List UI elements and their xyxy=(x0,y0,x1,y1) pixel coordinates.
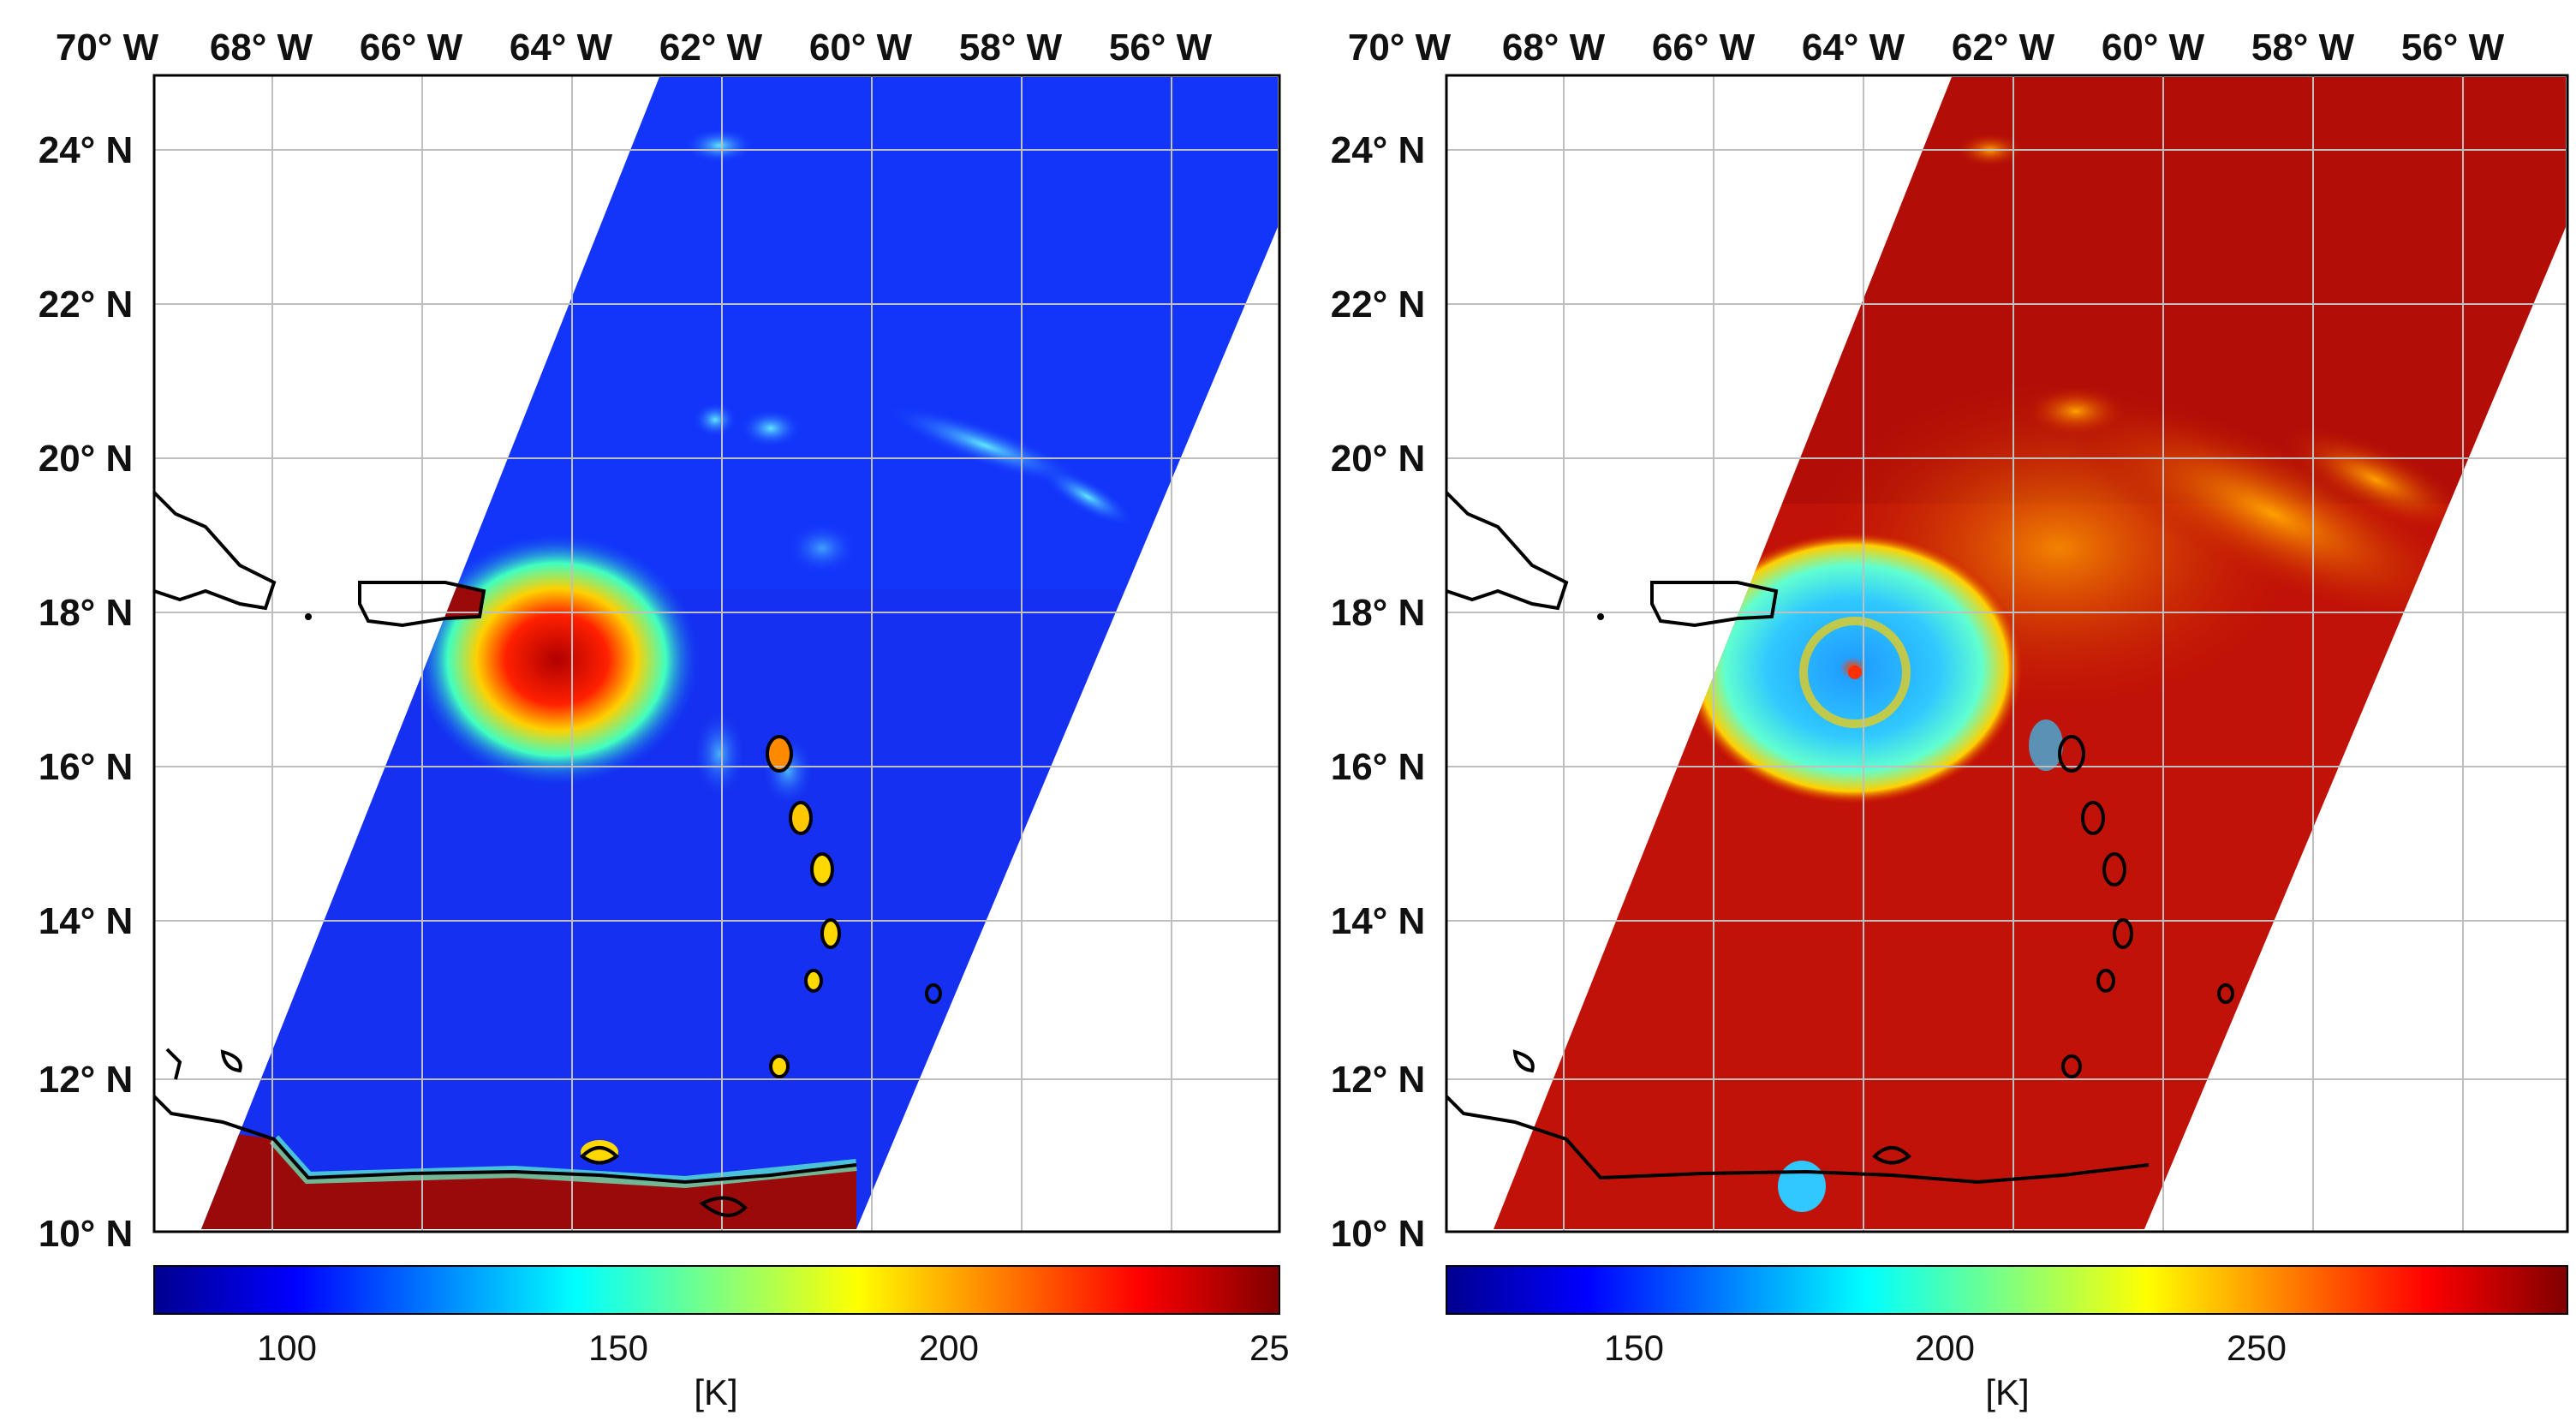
colorbar-tick-label: 250 xyxy=(1249,1328,1288,1368)
lon-label: 62° W xyxy=(659,27,763,69)
lon-label: 64° W xyxy=(1802,27,1905,69)
coastlines xyxy=(152,491,942,1217)
lon-label: 58° W xyxy=(959,27,1063,69)
lat-label: 14° N xyxy=(1331,900,1426,942)
lat-label: 16° N xyxy=(1331,746,1426,788)
lat-label: 10° N xyxy=(39,1213,134,1255)
lon-label: 66° W xyxy=(1652,27,1756,69)
graticule xyxy=(1446,75,2567,1232)
lon-label: 62° W xyxy=(1952,27,2055,69)
colorbar-ticks: 150 200 250 xyxy=(1604,1328,2287,1368)
colorbar-tick-label: 200 xyxy=(919,1328,979,1368)
colorbar-tick-label: 150 xyxy=(1604,1328,1664,1368)
coastlines xyxy=(1445,491,2234,1185)
colorbar-ticks: 100 150 200 250 xyxy=(257,1328,1288,1368)
lat-label: 14° N xyxy=(39,900,134,942)
lon-label: 60° W xyxy=(809,27,913,69)
lat-label: 20° N xyxy=(39,438,134,480)
plot-frame xyxy=(152,74,1281,1233)
lon-label: 68° W xyxy=(210,27,313,69)
lon-label: 68° W xyxy=(1502,27,1606,69)
lat-label: 16° N xyxy=(39,746,134,788)
lat-label: 10° N xyxy=(1331,1213,1426,1255)
colorbar-tick-label: 200 xyxy=(1915,1328,1975,1368)
colorbar-unit: [K] xyxy=(1985,1372,2029,1412)
lat-label: 24° N xyxy=(39,129,134,171)
lon-label: 56° W xyxy=(1109,27,1213,69)
lat-label: 22° N xyxy=(1331,284,1426,325)
right-map-panel: 70° W 68° W 66° W 64° W 62° W 60° W 58° … xyxy=(1288,0,2576,1421)
lat-label: 20° N xyxy=(1331,438,1426,480)
graticule xyxy=(154,75,1279,1232)
longitude-labels: 70° W 68° W 66° W 64° W 62° W 60° W 58° … xyxy=(56,27,1213,69)
colorbar xyxy=(1446,1265,2568,1315)
lat-label: 24° N xyxy=(1331,129,1426,171)
latitude-labels: 24° N 22° N 20° N 18° N 16° N 14° N 12° … xyxy=(1331,129,1426,1255)
longitude-labels: 70° W 68° W 66° W 64° W 62° W 60° W 58° … xyxy=(1348,27,2505,69)
lon-label: 64° W xyxy=(510,27,613,69)
lon-label: 56° W xyxy=(2401,27,2505,69)
lat-label: 12° N xyxy=(39,1059,134,1101)
lon-label: 60° W xyxy=(2102,27,2205,69)
colorbar-unit: [K] xyxy=(694,1372,737,1412)
lon-label: 66° W xyxy=(360,27,463,69)
lat-label: 18° N xyxy=(39,592,134,634)
colorbar xyxy=(153,1265,1280,1315)
colorbar-tick-label: 100 xyxy=(257,1328,317,1368)
lon-label: 70° W xyxy=(56,27,159,69)
colorbar-tick-label: 150 xyxy=(588,1328,648,1368)
lat-label: 18° N xyxy=(1331,592,1426,634)
lat-label: 22° N xyxy=(39,284,134,325)
lat-label: 12° N xyxy=(1331,1059,1426,1101)
latitude-labels: 24° N 22° N 20° N 18° N 16° N 14° N 12° … xyxy=(39,129,134,1255)
lon-label: 70° W xyxy=(1348,27,1452,69)
colorbar-tick-label: 250 xyxy=(2227,1328,2287,1368)
lon-label: 58° W xyxy=(2251,27,2355,69)
left-map-panel: 70° W 68° W 66° W 64° W 62° W 60° W 58° … xyxy=(39,27,1288,1412)
plot-frame xyxy=(1445,74,2569,1233)
